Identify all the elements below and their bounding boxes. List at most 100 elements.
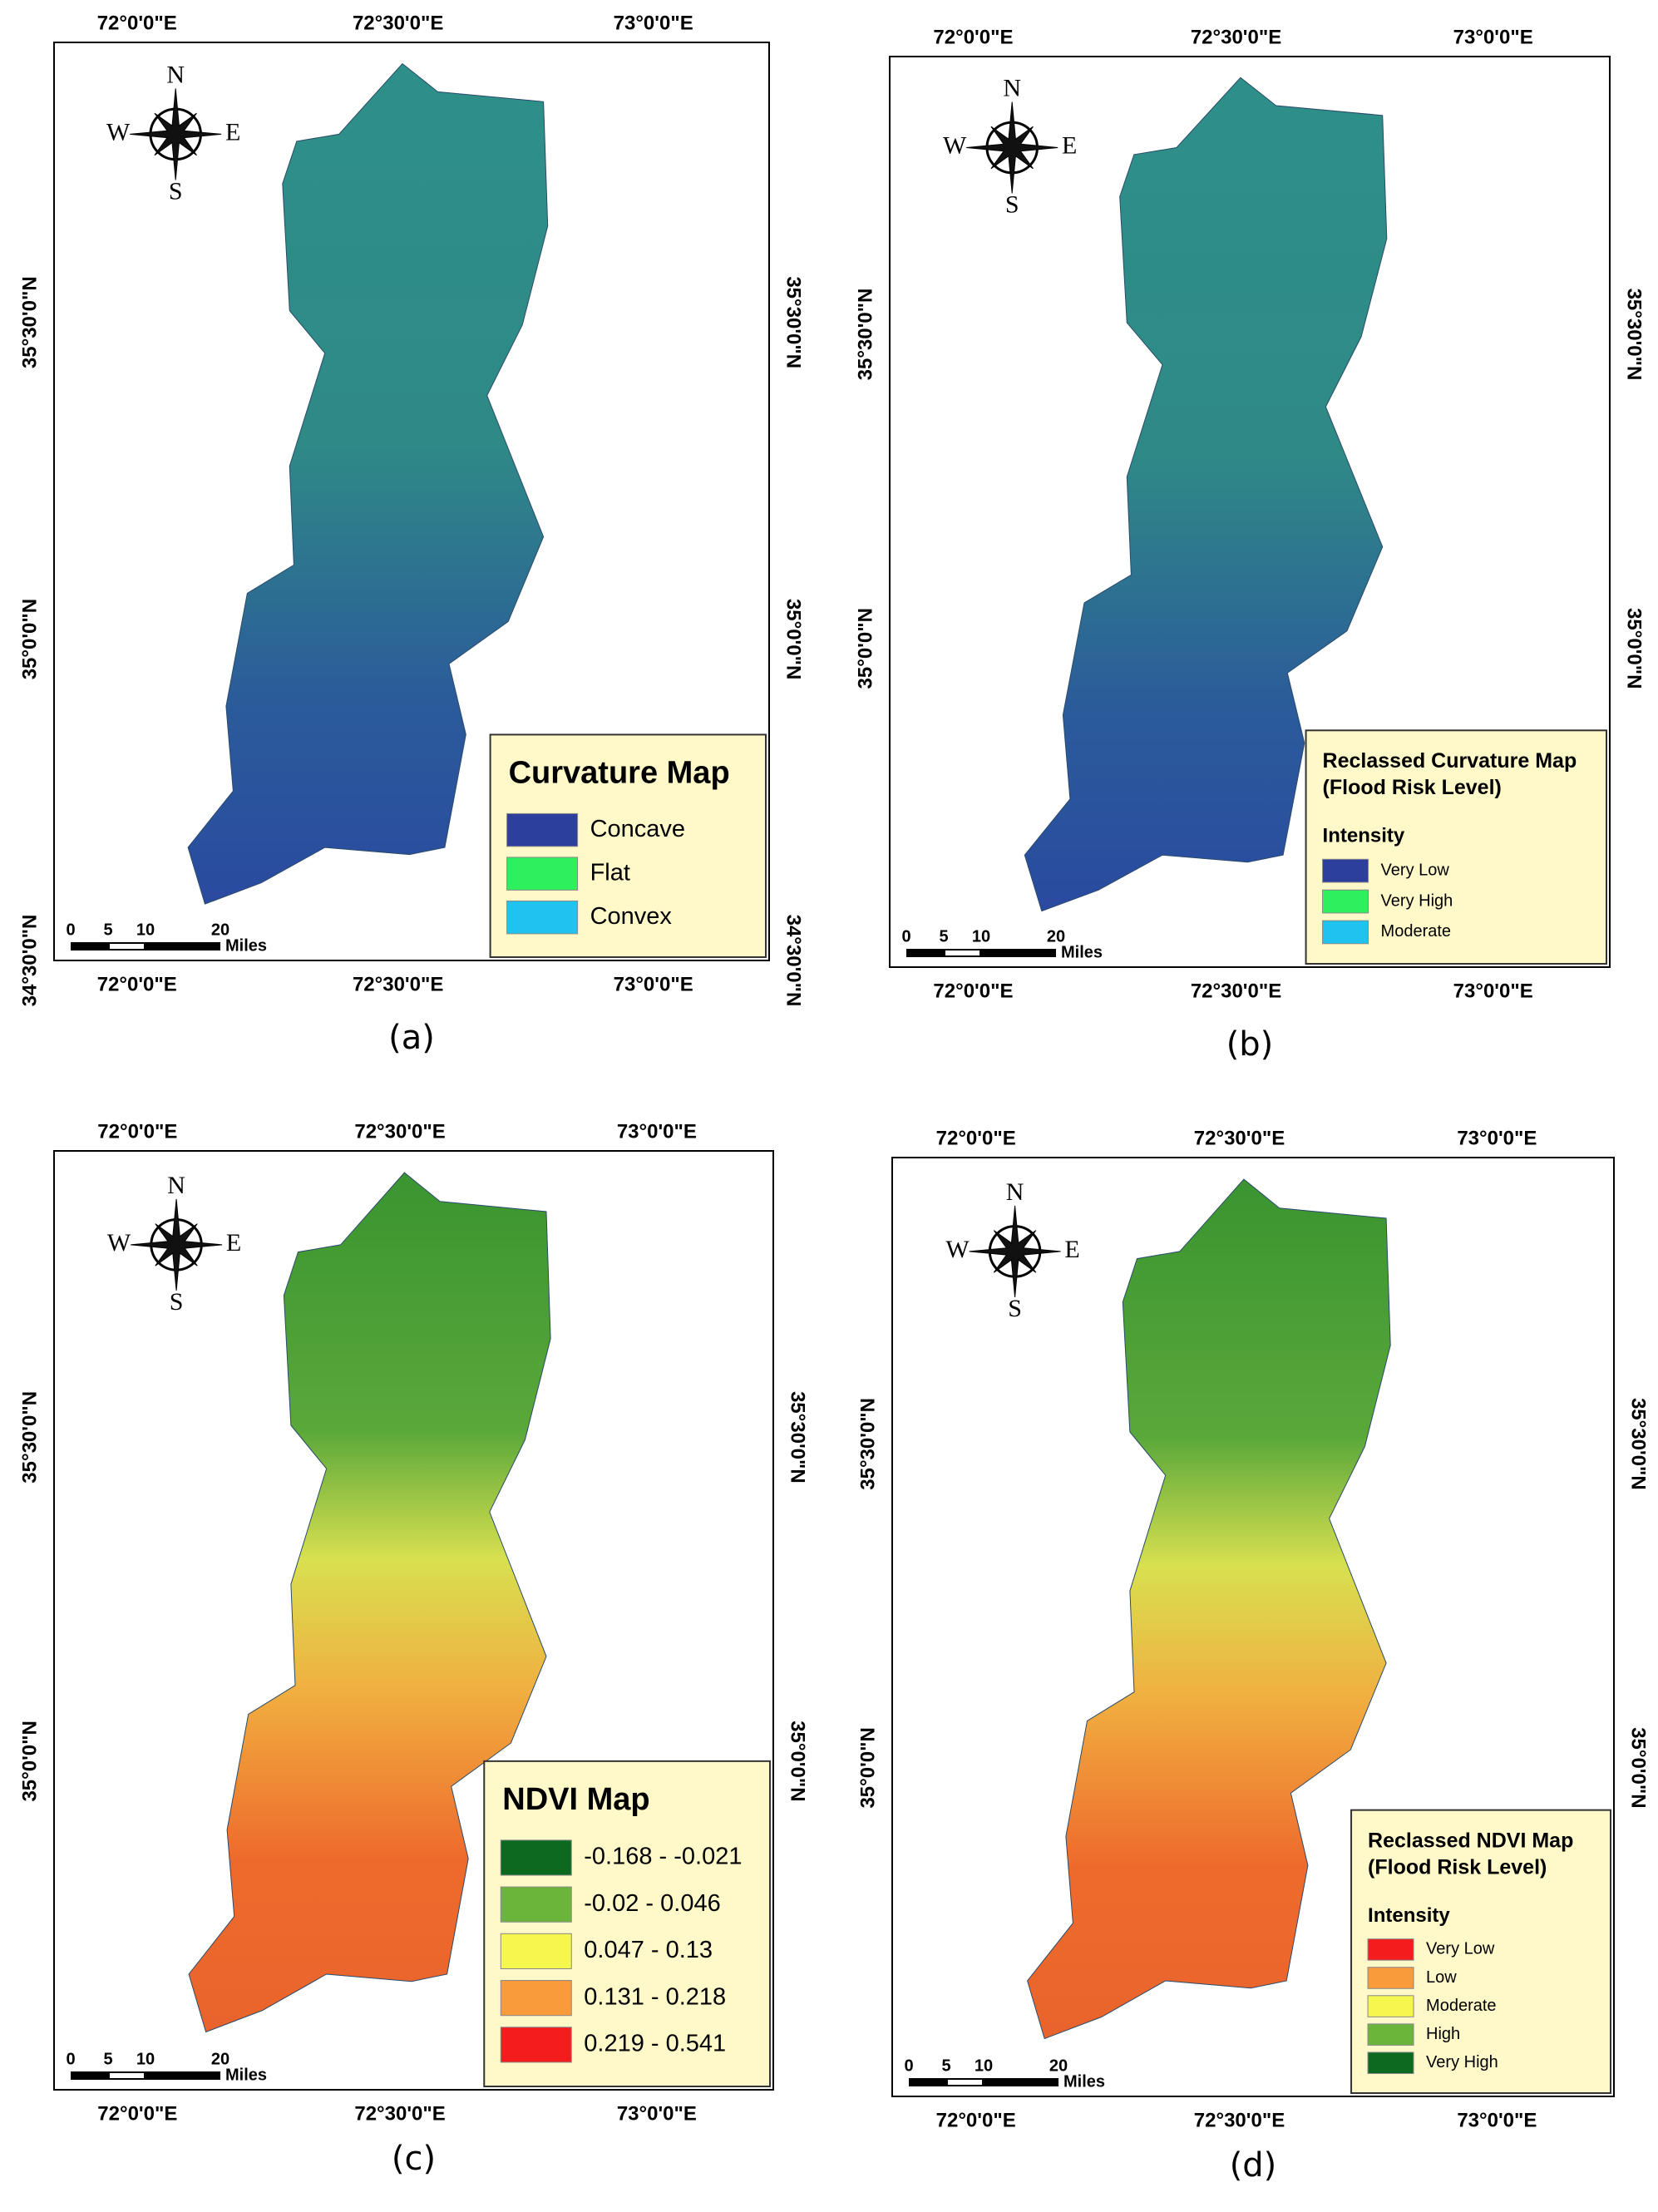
lon-label: 73°0'0"E xyxy=(1453,980,1533,1002)
compass-e: E xyxy=(1062,131,1077,159)
lat-label: 35°0'0"N xyxy=(1623,608,1646,689)
scale-label: 20 xyxy=(211,2050,229,2068)
scale-label: 20 xyxy=(1047,927,1065,946)
scale-label: 20 xyxy=(211,921,229,939)
scale-label: 5 xyxy=(103,2050,112,2068)
scale-unit: Miles xyxy=(225,936,267,955)
legend-swatch xyxy=(1322,920,1369,945)
scale-unit: Miles xyxy=(225,2066,267,2084)
compass-w: W xyxy=(945,1236,970,1263)
legend-subtitle: (Flood Risk Level) xyxy=(1368,1855,1547,1879)
compass-s: S xyxy=(170,1288,184,1316)
lat-label: 35°30'0"N xyxy=(18,1391,41,1484)
legend-label: Low xyxy=(1426,1968,1457,1987)
lon-label: 72°30'0"E xyxy=(353,12,443,34)
legend-label: -0.02 - 0.046 xyxy=(584,1890,720,1917)
legend-label: 0.219 - 0.541 xyxy=(584,2031,726,2057)
compass-w: W xyxy=(943,131,967,159)
scale-bar-gap xyxy=(945,950,980,955)
legend-box xyxy=(483,1760,772,2088)
legend-swatch xyxy=(506,812,579,847)
lon-label: 73°0'0"E xyxy=(614,12,693,34)
scale-label: 5 xyxy=(103,921,112,939)
legend-label: Convex xyxy=(590,903,673,930)
scale-label: 0 xyxy=(66,921,75,939)
legend-swatch xyxy=(500,1886,572,1923)
scale-label: 0 xyxy=(904,2056,913,2075)
legend-label: Very High xyxy=(1381,891,1453,910)
lon-label: 72°0'0"E xyxy=(97,1120,177,1143)
lon-label: 72°0'0"E xyxy=(936,1127,1016,1149)
legend-label: Moderate xyxy=(1426,1997,1497,2015)
scale-unit: Miles xyxy=(1063,2072,1105,2091)
legend-label: Very Low xyxy=(1381,861,1450,879)
panel-caption: (d) xyxy=(1230,2146,1277,2185)
study-area xyxy=(188,1172,551,2033)
scale-unit: Miles xyxy=(1061,943,1103,961)
legend-heading: Intensity xyxy=(1368,1904,1450,1927)
map-panel: 72°0'0"E 72°30'0"E 73°0'0"E 72°0'0"E 72°30'0… xyxy=(18,1120,808,2178)
legend-swatch xyxy=(500,1839,572,1876)
compass-e: E xyxy=(226,1229,241,1257)
panel-caption: (b) xyxy=(1226,1025,1274,1064)
legend-label: Concave xyxy=(590,816,685,842)
legend-title: Reclassed NDVI Map xyxy=(1368,1829,1573,1852)
panel-caption: (a) xyxy=(388,1019,435,1057)
lon-label: 72°0'0"E xyxy=(933,26,1013,48)
compass-n: N xyxy=(1006,1178,1024,1206)
lon-label: 72°30'0"E xyxy=(1194,2109,1285,2131)
legend-heading: Intensity xyxy=(1323,825,1405,847)
scale-label: 10 xyxy=(136,2050,155,2068)
lat-label: 35°0'0"N xyxy=(854,608,876,689)
compass-n: N xyxy=(166,61,185,88)
legend-swatch xyxy=(1367,2052,1414,2074)
study-area xyxy=(1027,1178,1391,2040)
compass-e: E xyxy=(1064,1236,1079,1263)
legend-swatch xyxy=(500,2027,572,2063)
lat-label: 35°0'0"N xyxy=(18,1721,41,1801)
legend-swatch xyxy=(500,1980,572,2017)
lon-label: 72°30'0"E xyxy=(353,973,443,995)
compass-star xyxy=(966,101,1058,194)
panel-caption: (c) xyxy=(392,2140,436,2178)
scale-label: 20 xyxy=(1049,2056,1068,2075)
lon-label: 73°0'0"E xyxy=(617,1120,697,1143)
compass-s: S xyxy=(169,177,183,205)
compass-n: N xyxy=(167,1172,185,1199)
lon-label: 73°0'0"E xyxy=(1453,26,1533,48)
legend-swatch xyxy=(1367,1995,1414,2017)
map-panel: 72°0'0"E 72°30'0"E 73°0'0"E 72°0'0"E 72°30'0… xyxy=(854,26,1645,1064)
compass-star xyxy=(131,1198,223,1291)
lat-label: 35°30'0"N xyxy=(854,289,876,381)
scale-bar xyxy=(71,942,220,950)
legend-label: -0.168 - -0.021 xyxy=(584,1844,742,1870)
lon-label: 72°0'0"E xyxy=(97,12,177,34)
study-area xyxy=(1024,77,1388,912)
scale-bar xyxy=(909,2078,1058,2086)
legend-label: Very High xyxy=(1426,2053,1498,2071)
lat-label: 35°30'0"N xyxy=(1627,1398,1650,1490)
scale-label: 10 xyxy=(975,2056,993,2075)
compass-w: W xyxy=(106,118,131,146)
lon-label: 73°0'0"E xyxy=(614,973,693,995)
lat-label: 35°0'0"N xyxy=(787,1721,809,1801)
legend-label: Moderate xyxy=(1381,922,1452,941)
lon-label: 72°0'0"E xyxy=(933,980,1013,1002)
lon-label: 72°30'0"E xyxy=(354,1120,445,1143)
lon-label: 72°30'0"E xyxy=(1191,980,1281,1002)
legend-swatch xyxy=(506,857,579,891)
lon-label: 72°30'0"E xyxy=(1191,26,1281,48)
lon-label: 73°0'0"E xyxy=(617,2102,697,2125)
map-panel: 72°0'0"E 72°30'0"E 73°0'0"E 72°0'0"E 72°30'0… xyxy=(856,1127,1649,2185)
scale-label: 10 xyxy=(136,921,155,939)
scale-label: 10 xyxy=(972,927,990,946)
scale-label: 5 xyxy=(941,2056,950,2075)
lon-label: 73°0'0"E xyxy=(1457,1127,1537,1149)
lat-label: 34°30'0"N xyxy=(782,915,805,1007)
compass-s: S xyxy=(1005,190,1019,218)
legend-swatch xyxy=(1322,858,1369,883)
compass-w: W xyxy=(107,1229,131,1257)
scale-label: 0 xyxy=(66,2050,75,2068)
